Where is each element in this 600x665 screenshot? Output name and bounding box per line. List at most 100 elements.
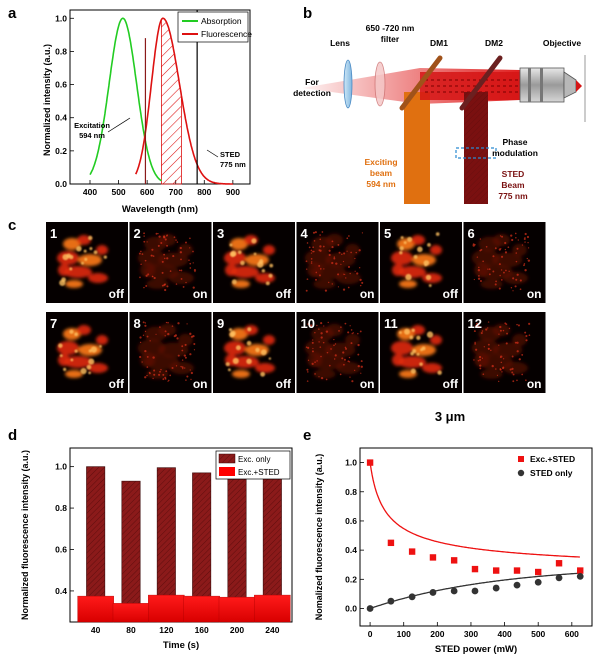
point-exc-sted: [513, 567, 521, 574]
a-ytick-label: 0.0: [55, 179, 67, 189]
a-xtick-label: 500: [111, 187, 125, 197]
sted-dashes: [425, 79, 520, 93]
a-xlabel: Wavelength (nm): [122, 204, 198, 215]
point-sted-only: [534, 578, 542, 586]
legend-absorption: Absorption: [201, 16, 242, 26]
point-exc-sted: [555, 560, 563, 567]
d-ytick-label: 1.0: [55, 462, 67, 472]
image-frame-4: 4 on: [296, 222, 379, 303]
e-ytick-label: 0.2: [345, 574, 357, 584]
bar-exc-sted: [112, 603, 150, 623]
filter-label-2: filter: [381, 34, 400, 44]
e-ytick-label: 1.0: [345, 458, 357, 468]
point-sted-only: [471, 587, 479, 595]
image-frame-12: 12 on: [463, 312, 546, 393]
panel-letter-a: a: [8, 5, 17, 22]
exciting-beam: [404, 92, 430, 204]
fit-curve-sted-only: [369, 572, 580, 610]
bar-exc-only: [156, 467, 176, 623]
frame-number: 6: [468, 226, 475, 241]
image-frame-5: 5 off: [380, 222, 462, 303]
frame-number: 12: [468, 316, 482, 331]
panel-a-chart: 400 500 600 700 800 900 0.0 0.2 0.4 0.6 0.8 1.0 Nor…: [42, 9, 252, 215]
frame-number: 8: [134, 316, 141, 331]
sted-wavelength: 775 nm: [220, 160, 246, 169]
point-sted-only: [576, 572, 584, 580]
dm2-label: DM2: [485, 38, 503, 48]
e-xlabel: STED power (mW): [435, 644, 517, 655]
a-ylabel: Normalized intensity (a.u.): [42, 44, 52, 156]
lens-label: Lens: [330, 38, 350, 48]
point-sted-only: [366, 605, 374, 612]
panel-d-chart: 40 80 120 160 200 240 0.4 0.6 0.8 1.0 Normalized f…: [20, 447, 293, 651]
e-ytick-label: 0.4: [345, 545, 357, 555]
e-ylabel: Nomalized fluorescence intensity (a.u.): [314, 454, 324, 621]
e-xtick-label: 300: [464, 629, 478, 639]
e-ytick-label: 0.8: [345, 487, 357, 497]
bar-exc-only: [192, 472, 212, 623]
point-sted-only: [555, 574, 563, 582]
legend-exc-only: Exc. only: [238, 455, 270, 464]
excitation-arrow: [107, 117, 131, 133]
point-exc-sted: [408, 548, 416, 555]
legend-marker-sted-only: [517, 469, 525, 477]
plot-frame: [359, 447, 593, 627]
legend-swatch-exc-sted: [219, 467, 235, 476]
point-exc-sted: [387, 539, 395, 547]
sted-arrow: [206, 149, 219, 158]
d-xtick-label: 80: [126, 625, 136, 635]
bar-exc-only: [262, 473, 282, 623]
panel-letter-e: e: [303, 427, 311, 444]
image-frame-2: 2 on: [129, 222, 212, 303]
d-ytick-label: 0.8: [55, 503, 67, 513]
filter: [374, 61, 386, 107]
image-frame-11: 11 off: [380, 312, 462, 393]
frame-state-label: on: [360, 377, 375, 391]
frame-state-label: on: [193, 287, 208, 301]
point-exc-sted: [450, 557, 458, 564]
bar-exc-sted: [254, 594, 291, 623]
legend-exc-sted: Exc.+STED: [238, 468, 280, 477]
a-ytick-label: 1.0: [55, 13, 67, 23]
sted-beam-label-1: STED: [502, 169, 525, 179]
frame-number: 3: [217, 226, 224, 241]
d-ytick-label: 0.6: [55, 545, 67, 555]
panel-c-image-grid: 1 off 2 on 3 off 4 on 5 off 6 on 7 off 8 on 9 off 10 on 11 of…: [46, 222, 546, 393]
phase-label-1: Phase: [502, 137, 527, 147]
panel-letter-c: c: [8, 217, 16, 234]
e-ytick-label: 0.6: [345, 516, 357, 526]
image-frame-8: 8 on: [129, 312, 212, 393]
d-xtick-label: 40: [91, 625, 101, 635]
filter-label-1: 650 -720 nm: [366, 23, 415, 33]
detection-label-2: detection: [293, 88, 331, 98]
frame-number: 1: [50, 226, 57, 241]
panel-e-chart: 0 100 200 300 400 500 600 0.0 0.2 0.4 0.6 0.8 1.0 Nom…: [314, 447, 593, 655]
panel-b-setup-diagram: Lens 650 -720 nm filter DM1 DM2 Objectiv…: [293, 23, 586, 204]
dm2-mirror: [459, 55, 503, 111]
panel-letter-d: d: [8, 427, 17, 444]
e-xtick-label: 500: [531, 629, 545, 639]
frame-state-label: off: [443, 287, 459, 301]
frame-state-label: off: [109, 377, 125, 391]
lens: [343, 59, 353, 109]
excitation-wavelength: 594 nm: [79, 131, 105, 140]
a-ytick-label: 0.2: [55, 146, 67, 156]
point-exc-sted: [535, 568, 542, 576]
frame-state-label: on: [527, 287, 542, 301]
frame-state-label: off: [276, 377, 292, 391]
image-frame-9: 9 off: [213, 312, 295, 393]
detection-label-1: For: [305, 77, 319, 87]
d-xtick-label: 120: [159, 625, 173, 635]
point-sted-only: [513, 581, 521, 589]
bar-exc-sted: [77, 595, 114, 623]
objective-label: Objective: [543, 38, 582, 48]
frame-state-label: on: [527, 377, 542, 391]
e-xtick-label: 600: [565, 629, 579, 639]
e-xtick-label: 100: [397, 629, 411, 639]
frame-number: 2: [134, 226, 141, 241]
d-xlabel: Time (s): [163, 640, 199, 651]
frame-number: 7: [50, 316, 57, 331]
e-ytick-label: 0.0: [345, 603, 357, 613]
e-xtick-label: 400: [497, 629, 511, 639]
frame-state-label: off: [276, 287, 292, 301]
